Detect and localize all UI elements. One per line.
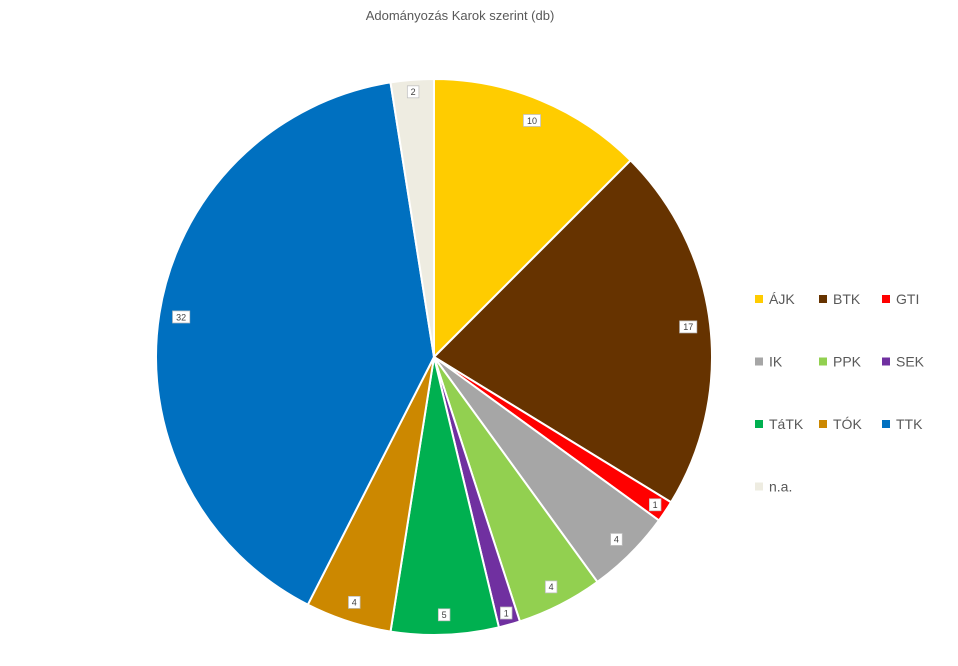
data-label-gti: 1 [648,498,662,512]
data-label-ajk: 10 [522,114,541,127]
chart-title: Adományozás Karok szerint (db) [366,8,555,23]
legend-swatch [882,295,890,303]
legend-label: ÁJK [769,291,795,307]
data-label-tatk: 5 [437,608,451,622]
data-label-box [500,606,513,620]
data-label-ik: 4 [610,533,623,546]
legend-label: BTK [833,291,861,307]
legend-label: GTI [896,291,919,307]
legend-item-ajk: ÁJK [755,291,795,307]
data-labels: 10 17 1 4 4 1 5 4 32 2 [172,85,698,622]
legend-swatch [882,420,890,428]
legend-swatch [819,295,827,303]
legend-swatch [755,420,763,428]
data-label-btk: 17 [679,320,698,334]
legend-label: n.a. [769,479,792,495]
pie-slice-n-a [389,78,435,358]
data-label-box [648,498,662,512]
data-label-ppk: 4 [544,580,558,594]
data-label-text: 2 [411,87,416,97]
legend-item-tok: TÓK [819,416,862,432]
legend-item-tatk: TáTK [755,416,804,432]
data-label-box [348,595,361,609]
legend-label: TáTK [769,416,804,432]
data-label-text: 4 [352,598,357,608]
legend-swatch [819,420,827,428]
legend-item-ppk: PPK [819,354,862,370]
data-label-text: 4 [549,582,554,592]
legend-swatch [755,295,763,303]
data-label-text: 1 [504,608,509,618]
legend-item-btk: BTK [819,291,861,307]
pie-slice-btk [433,159,713,504]
legend-swatch [882,357,890,366]
legend-label: IK [769,354,783,370]
pie-slice-ajk [433,78,632,358]
pie-slice-ttk [155,81,435,606]
data-label-text: 17 [683,322,693,332]
legend-label: TÓK [833,416,862,432]
data-label-box [544,580,558,594]
data-label-text: 32 [176,312,186,322]
legend-item-gti: GTI [882,291,919,307]
data-label-text: 10 [527,116,537,126]
data-label-tok: 4 [348,595,361,609]
legend-swatch [755,357,763,366]
legend: ÁJK BTK GTI IK PPK SEK TáTK TÓK TTK n.a. [755,291,925,495]
legend-label: PPK [833,354,862,370]
legend-item-ik: IK [755,354,783,370]
legend-item-n-a: n.a. [755,479,792,495]
legend-label: SEK [896,354,925,370]
data-label-text: 4 [614,535,619,545]
legend-item-sek: SEK [882,354,925,370]
data-label-box [679,320,698,334]
data-label-box [406,85,420,99]
data-label-box [437,608,451,622]
legend-label: TTK [896,416,923,432]
data-label-text: 1 [653,500,658,510]
data-label-box [610,533,623,546]
data-label-box [172,310,191,324]
data-label-ttk: 32 [172,310,191,324]
legend-swatch [819,357,827,366]
pie-slices [155,78,713,636]
data-label-text: 5 [442,610,447,620]
data-label-box [522,114,541,127]
data-label-n-a: 2 [406,85,420,99]
legend-swatch [755,482,763,491]
data-label-sek: 1 [500,606,513,620]
legend-item-ttk: TTK [882,416,923,432]
